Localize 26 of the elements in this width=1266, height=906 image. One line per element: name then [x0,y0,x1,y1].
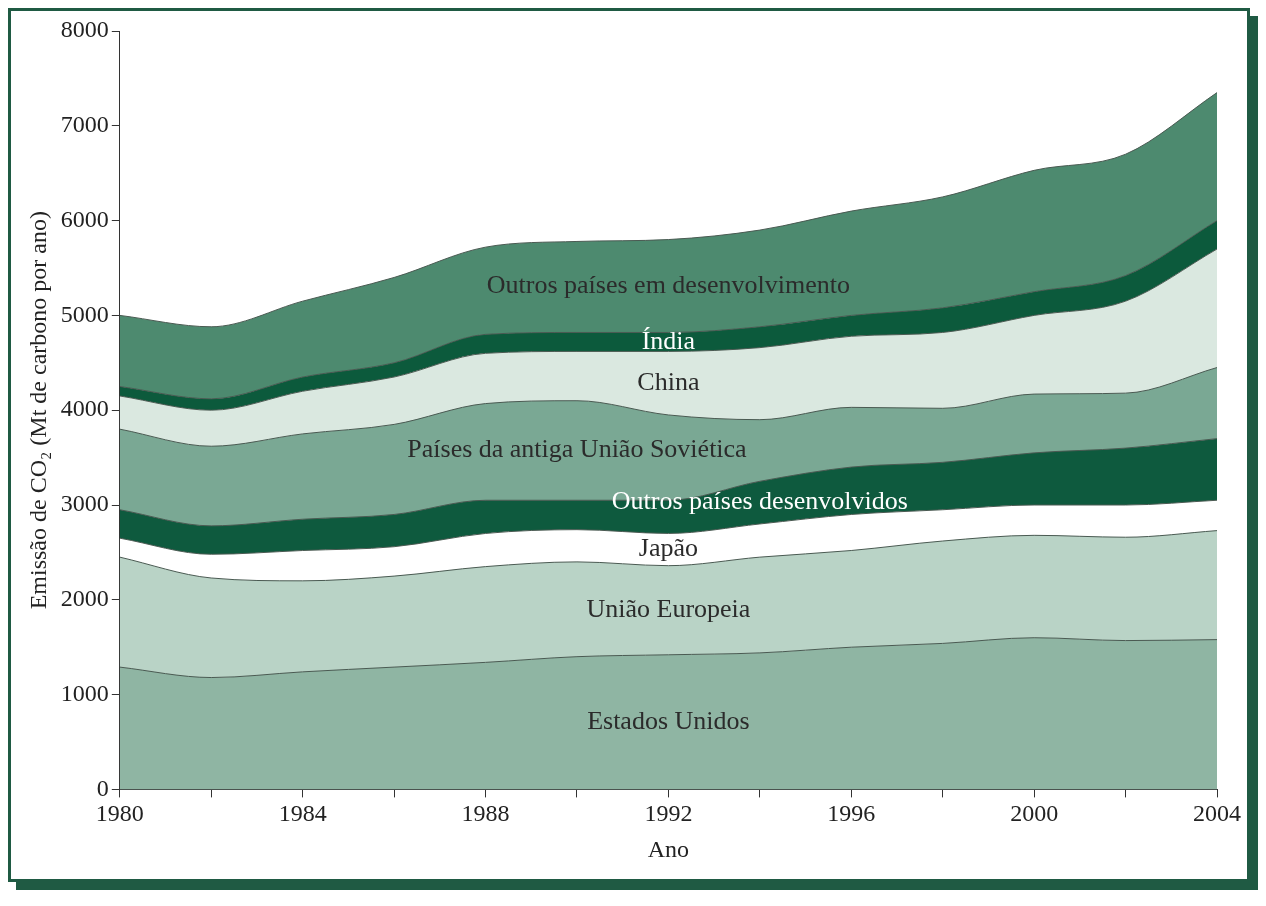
y-tick-label: 4000 [60,395,109,422]
x-tick-label: 1984 [278,800,327,827]
x-tick-label: 2000 [1010,800,1059,827]
x-tick-label: 1980 [95,800,144,827]
y-tick-label: 0 [96,774,109,801]
y-tick-label: 5000 [60,300,109,327]
series-label: Outros países desenvolvidos [611,486,908,516]
x-axis-title: Ano [647,835,690,862]
y-tick-label: 3000 [60,490,109,517]
series-label: Índia [641,325,696,355]
y-tick-label: 1000 [60,679,109,706]
y-tick-label: 2000 [60,585,109,612]
x-tick-label: 1988 [461,800,510,827]
y-tick-label: 6000 [60,205,109,232]
series-label: China [637,367,700,397]
y-tick-label: 8000 [60,16,109,43]
series-label: Estados Unidos [587,705,750,735]
series-label: União Europeia [586,594,751,624]
y-tick-label: 7000 [60,111,109,138]
x-tick-label: 2004 [1193,800,1241,827]
series-label: Países da antiga União Soviética [407,434,748,464]
series-label: Japão [638,533,698,563]
x-tick-label: 1996 [827,800,876,827]
y-axis-title: Emissão de CO₂ (Mt de carbono por ano) [24,211,51,610]
series-label: Outros países em desenvolvimento [486,269,851,299]
x-tick-label: 1992 [644,800,693,827]
